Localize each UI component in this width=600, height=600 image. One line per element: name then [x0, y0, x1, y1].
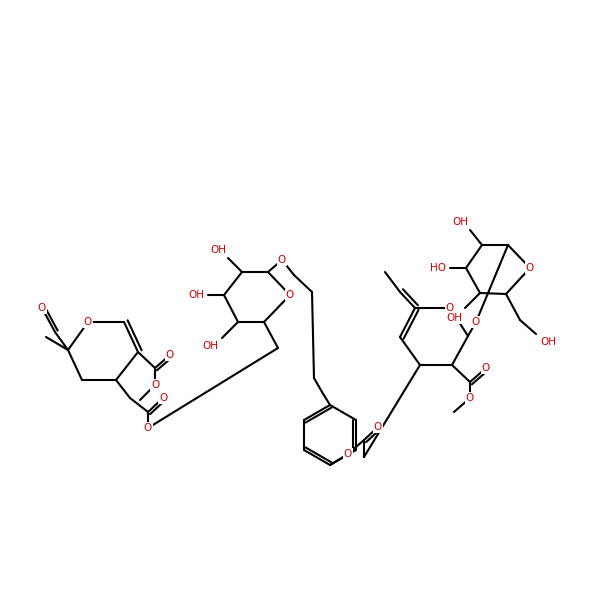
Text: O: O: [151, 380, 159, 390]
Text: OH: OH: [540, 337, 556, 347]
Text: O: O: [166, 350, 174, 360]
Text: O: O: [374, 422, 382, 432]
Text: O: O: [278, 255, 286, 265]
Text: OH: OH: [452, 217, 468, 227]
Text: O: O: [472, 317, 480, 327]
Text: O: O: [446, 303, 454, 313]
Text: O: O: [159, 393, 167, 403]
Text: O: O: [482, 363, 490, 373]
Text: HO: HO: [430, 263, 446, 273]
Text: OH: OH: [188, 290, 204, 300]
Text: OH: OH: [202, 341, 218, 351]
Text: O: O: [344, 449, 352, 459]
Text: OH: OH: [210, 245, 226, 255]
Text: OH: OH: [446, 313, 462, 323]
Text: O: O: [286, 290, 294, 300]
Text: O: O: [144, 423, 152, 433]
Text: O: O: [38, 303, 46, 313]
Text: O: O: [466, 393, 474, 403]
Text: O: O: [84, 317, 92, 327]
Text: O: O: [526, 263, 534, 273]
